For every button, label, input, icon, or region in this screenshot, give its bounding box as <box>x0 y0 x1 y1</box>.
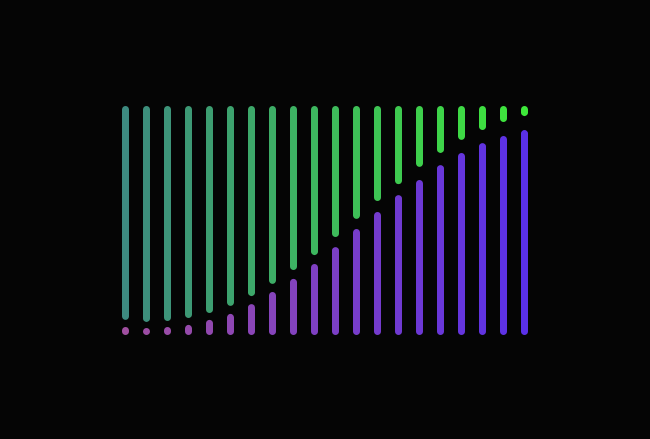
bar <box>164 326 171 335</box>
bar <box>458 106 465 140</box>
bar <box>332 106 339 237</box>
bar <box>122 106 129 320</box>
bar <box>416 106 423 167</box>
bar <box>185 106 192 319</box>
bar <box>374 212 381 335</box>
bar <box>185 324 192 335</box>
bar <box>143 106 150 322</box>
bar <box>206 106 213 314</box>
bar <box>353 106 360 219</box>
bar <box>479 106 486 131</box>
bar <box>269 106 276 284</box>
bar <box>164 106 171 322</box>
bar <box>437 106 444 153</box>
bar <box>143 328 150 335</box>
bar <box>248 304 255 335</box>
bar <box>248 106 255 297</box>
bar <box>395 195 402 335</box>
bar <box>311 264 318 335</box>
bar <box>122 326 129 335</box>
bar <box>479 143 486 335</box>
bar <box>500 135 507 335</box>
bar <box>458 152 465 335</box>
bar <box>521 106 528 117</box>
bar <box>437 165 444 335</box>
bar <box>416 179 423 335</box>
bar <box>395 106 402 185</box>
bar <box>311 106 318 256</box>
bar <box>206 319 213 335</box>
bar <box>353 228 360 335</box>
bar <box>500 106 507 123</box>
bar <box>332 247 339 335</box>
bar <box>290 106 297 270</box>
bar <box>227 313 234 335</box>
bar <box>269 291 276 335</box>
bar <box>227 106 234 306</box>
bar <box>374 106 381 202</box>
bar <box>521 130 528 335</box>
bar <box>290 278 297 335</box>
